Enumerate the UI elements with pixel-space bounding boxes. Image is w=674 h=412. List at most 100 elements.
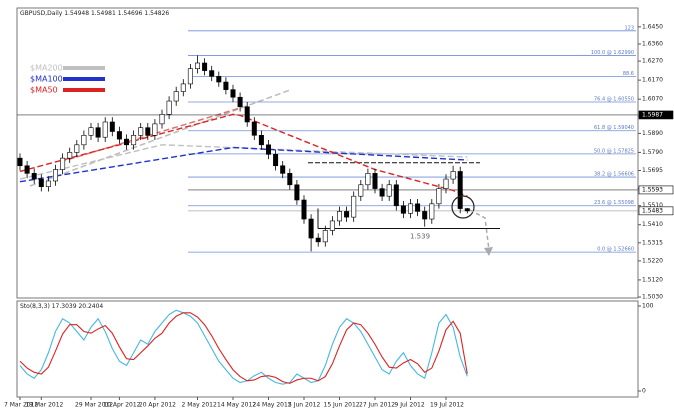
legend-swatch <box>63 88 105 92</box>
candle-body <box>322 230 328 243</box>
candle-body <box>159 114 165 125</box>
candle-body <box>195 62 201 70</box>
candle-body <box>351 195 357 218</box>
arrow-head <box>484 247 493 256</box>
legend-swatch <box>63 66 105 70</box>
candle-body <box>38 178 44 187</box>
x-tick-label: 27 Jun 2012 <box>359 402 395 409</box>
x-tick-label: 24 May 2012 <box>253 402 292 409</box>
candle-body <box>386 184 392 197</box>
candle-body <box>24 165 30 174</box>
y-tick-label: 1.6360 <box>642 40 663 47</box>
x-tick-label: 19 Mar 2012 <box>25 402 63 409</box>
fib-label: 88.6 <box>623 71 634 77</box>
candle-body <box>315 237 321 243</box>
candle-body <box>124 138 130 146</box>
fib-label: 61.8 @ 1.59040 <box>594 125 634 131</box>
candle-body <box>443 178 449 189</box>
indicator-value: 20.2404 <box>78 303 103 310</box>
x-tick-label: 20 Apr 2012 <box>139 402 176 409</box>
candle-body <box>400 205 406 214</box>
ohlc-open: 1.54948 <box>64 10 89 17</box>
symbol: GBPUSD,Daily <box>20 10 63 17</box>
y-tick-label: 0 <box>642 388 646 395</box>
candle-body <box>74 144 80 153</box>
price-marker-box <box>638 185 674 195</box>
trend-line <box>29 89 291 187</box>
candle-body <box>280 165 286 174</box>
candle-body <box>237 96 243 108</box>
candle-body <box>393 184 399 207</box>
legend-label: $MA200 <box>30 64 63 73</box>
candle-body <box>81 135 87 146</box>
x-tick-label: 29 Mar 2012 <box>75 402 113 409</box>
indicator-name: Sto(8,3,3) <box>20 303 50 310</box>
legend-label: $MA50 <box>30 86 58 95</box>
candle-body <box>102 121 108 138</box>
indicator-title: Sto(8,3,3) 17.3039 20.2404 <box>20 303 103 310</box>
support-label: 1.539 <box>410 233 430 241</box>
y-tick-label: 1.5510 <box>642 202 663 209</box>
candle-body <box>415 203 421 212</box>
fib-label: 100.0 @ 1.62990 <box>591 50 634 56</box>
fib-label: 23.6 @ 1.55098 <box>594 200 634 206</box>
candle-body <box>365 173 371 186</box>
candle-body <box>60 157 66 170</box>
x-tick-label: 19 Jul 2012 <box>430 402 464 409</box>
price-marker-label: 1.5593 <box>642 186 663 193</box>
y-tick-label: 1.6270 <box>642 58 663 65</box>
candle-body <box>336 211 342 222</box>
candle-body <box>273 154 279 167</box>
candle-body <box>138 127 144 136</box>
candle-body <box>329 220 335 231</box>
candle-body <box>216 76 222 83</box>
x-tick-label: 5 Jun 2012 <box>288 402 320 409</box>
moving-average <box>19 113 468 197</box>
candle-body <box>422 211 428 220</box>
candle-body <box>287 173 293 186</box>
candle-body <box>88 127 94 136</box>
stoch-panel-frame <box>16 300 639 398</box>
candle-body <box>429 203 435 220</box>
candle-body <box>294 184 300 201</box>
stoch-line <box>19 312 468 384</box>
price-marker-label: 1.5987 <box>642 111 663 118</box>
candle-body <box>116 131 122 140</box>
x-tick-label: 2 May 2012 <box>182 402 217 409</box>
candle-body <box>244 106 250 123</box>
y-tick-label: 1.6170 <box>642 77 663 84</box>
fib-label: 50.0 @ 1.57825 <box>594 148 634 154</box>
y-tick-label: 1.5315 <box>642 239 663 246</box>
y-tick-label: 1.6070 <box>642 96 663 103</box>
y-tick-label: 1.5410 <box>642 221 663 228</box>
y-tick-label: 1.5790 <box>642 149 663 156</box>
candle-body <box>209 70 215 77</box>
candle-body <box>202 62 208 71</box>
candle-body <box>230 89 236 98</box>
y-tick-label: 1.5890 <box>642 130 663 137</box>
price-marker-box <box>638 110 674 120</box>
y-tick-label: 1.5030 <box>642 294 663 301</box>
candle-body <box>45 180 51 187</box>
fib-label: 76.4 @ 1.60550 <box>594 97 634 103</box>
candle-body <box>31 173 37 180</box>
projection-arrow <box>469 209 490 251</box>
legend-label: $MA100 <box>30 75 63 84</box>
candle-body <box>166 100 172 115</box>
candle-body <box>187 68 193 85</box>
candle-body <box>145 127 151 136</box>
candle-body <box>265 144 271 155</box>
candle-body <box>308 218 314 239</box>
candle-body <box>436 188 442 205</box>
candle-body <box>407 203 413 214</box>
candle-body <box>67 152 73 159</box>
price-marker-label: 1.5483 <box>642 207 663 214</box>
x-tick-label: 14 May 2012 <box>217 402 256 409</box>
x-tick-label: 10 Apr 2012 <box>103 402 140 409</box>
candle-body <box>173 91 179 102</box>
candle-body <box>17 157 23 167</box>
chart-title: GBPUSD,Daily 1.54948 1.54981 1.54696 1.5… <box>20 10 169 17</box>
candle-body <box>251 121 257 136</box>
